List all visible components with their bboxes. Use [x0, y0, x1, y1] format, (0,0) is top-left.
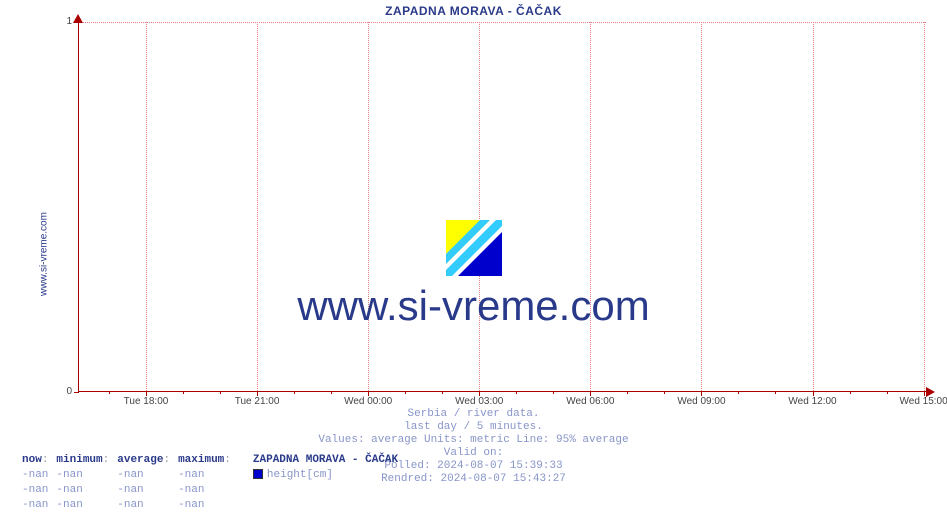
legend-row: -nan -nan -nan -nan [22, 484, 404, 497]
x-minor-tick [775, 391, 776, 394]
legend-header: average [117, 454, 163, 466]
x-minor-tick [183, 391, 184, 394]
legend-cell: -nan [178, 499, 237, 512]
chart-plot-area: Tue 18:00Tue 21:00Wed 00:00Wed 03:00Wed … [78, 22, 926, 392]
y-tick-label: 0 [42, 386, 72, 397]
y-tick [74, 392, 79, 393]
x-minor-tick [109, 391, 110, 394]
x-minor-tick [442, 391, 443, 394]
x-minor-tick [627, 391, 628, 394]
y-axis-arrow [73, 14, 83, 23]
x-tick-label: Wed 03:00 [455, 396, 503, 407]
x-minor-tick [887, 391, 888, 394]
meta-line: Values: average Units: metric Line: 95% … [0, 434, 947, 447]
x-tick-label: Wed 00:00 [344, 396, 392, 407]
legend-metric: height[cm] [267, 469, 333, 481]
x-tick-label: Tue 21:00 [235, 396, 280, 407]
x-tick-label: Wed 12:00 [788, 396, 836, 407]
x-tick-label: Wed 15:00 [900, 396, 947, 407]
x-minor-tick [516, 391, 517, 394]
x-tick-label: Wed 09:00 [677, 396, 725, 407]
legend-header: minimum [56, 454, 102, 466]
x-minor-tick [294, 391, 295, 394]
meta-line: Serbia / river data. [0, 408, 947, 421]
legend-cell: -nan [178, 469, 237, 482]
x-minor-tick [850, 391, 851, 394]
legend-header: maximum [178, 454, 224, 466]
y-gridline [79, 22, 926, 23]
legend-cell: -nan [117, 484, 176, 497]
chart-title: ZAPADNA MORAVA - ČAČAK [0, 4, 947, 18]
legend-row: -nan -nan -nan -nan height[cm] [22, 469, 404, 482]
legend-cell: -nan [117, 469, 176, 482]
x-minor-tick [553, 391, 554, 394]
x-tick-label: Wed 06:00 [566, 396, 614, 407]
legend-row: -nan -nan -nan -nan [22, 499, 404, 512]
x-minor-tick [738, 391, 739, 394]
legend-cell: -nan [22, 469, 54, 482]
legend-cell: -nan [56, 469, 115, 482]
legend-cell: -nan [22, 484, 54, 497]
x-axis-arrow [926, 387, 935, 397]
legend-table: now: minimum: average: maximum: ZAPADNA … [20, 452, 406, 514]
x-minor-tick [405, 391, 406, 394]
legend-swatch [253, 469, 263, 479]
watermark-text: www.si-vreme.com [0, 282, 947, 330]
legend-cell: -nan [178, 484, 237, 497]
legend-cell: -nan [56, 484, 115, 497]
legend-header: now [22, 454, 42, 466]
x-minor-tick [220, 391, 221, 394]
watermark-logo [446, 220, 502, 276]
y-tick-label: 1 [42, 16, 72, 27]
legend-cell: -nan [22, 499, 54, 512]
legend-cell: -nan [56, 499, 115, 512]
meta-line: last day / 5 minutes. [0, 421, 947, 434]
x-minor-tick [664, 391, 665, 394]
legend-series-name: ZAPADNA MORAVA - ČAČAK [253, 454, 398, 466]
legend-header-row: now: minimum: average: maximum: ZAPADNA … [22, 454, 404, 467]
x-minor-tick [331, 391, 332, 394]
legend-cell: -nan [117, 499, 176, 512]
x-tick-label: Tue 18:00 [124, 396, 169, 407]
